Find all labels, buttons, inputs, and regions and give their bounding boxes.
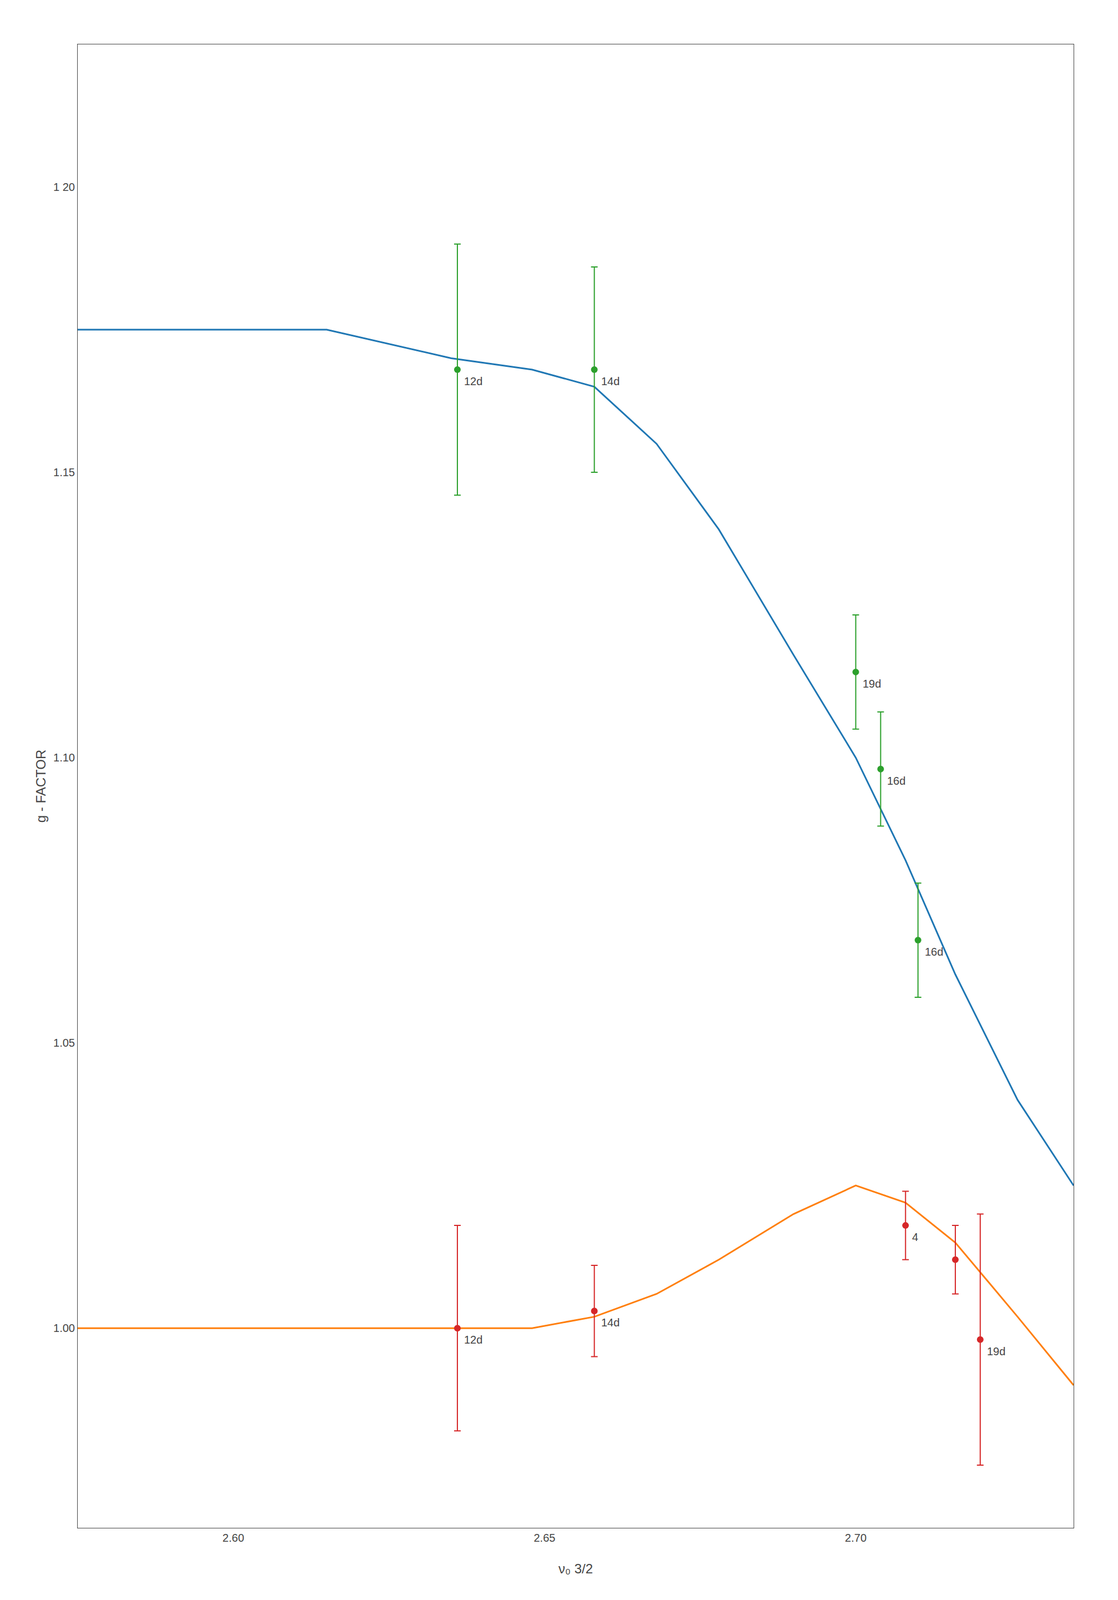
svg-text:12d: 12d xyxy=(464,1333,483,1347)
svg-text:1.15: 1.15 xyxy=(53,466,75,479)
svg-text:1.00: 1.00 xyxy=(53,1322,75,1335)
svg-text:ν₀ 3/2: ν₀ 3/2 xyxy=(558,1561,593,1577)
svg-text:2.70: 2.70 xyxy=(844,1532,867,1545)
svg-text:14d: 14d xyxy=(601,375,620,388)
svg-text:19d: 19d xyxy=(986,1345,1006,1358)
svg-text:2.65: 2.65 xyxy=(533,1532,556,1545)
svg-text:14d: 14d xyxy=(601,1316,620,1329)
svg-text:16d: 16d xyxy=(887,774,906,788)
svg-text:1.05: 1.05 xyxy=(53,1036,75,1050)
svg-text:1 20: 1 20 xyxy=(53,180,75,194)
svg-text:1.10: 1.10 xyxy=(53,751,75,764)
svg-text:4: 4 xyxy=(912,1231,919,1244)
svg-text:2.60: 2.60 xyxy=(222,1532,245,1545)
svg-text:19d: 19d xyxy=(862,677,881,691)
svg-text:12d: 12d xyxy=(464,375,483,388)
svg-text:16d: 16d xyxy=(924,945,944,959)
svg-text:g - FACTOR: g - FACTOR xyxy=(33,749,49,824)
